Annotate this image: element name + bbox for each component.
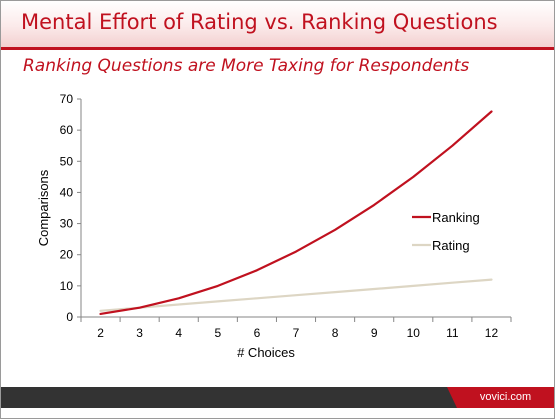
legend-label-rating: Rating	[432, 238, 470, 253]
y-tick-label: 40	[60, 185, 74, 199]
x-tick-label: 4	[175, 326, 182, 340]
y-tick-label: 20	[60, 248, 74, 262]
y-tick-label: 30	[60, 217, 74, 231]
line-chart: 0 10 20 30 40 50 60 70 2 3 4 5 6 7 8 9 10 11 12 Ranking Rat…	[36, 92, 512, 360]
footer-brand: vovici.com	[447, 387, 554, 408]
y-tick-label: 10	[60, 279, 74, 293]
chart-legend: Ranking Rating	[412, 210, 480, 253]
y-tick-label: 50	[60, 154, 74, 168]
x-tick-label: 12	[485, 326, 499, 340]
x-tick-label: 6	[254, 326, 261, 340]
y-tick-label: 70	[60, 92, 74, 106]
title-rule	[1, 47, 554, 50]
y-axis-label: Comparisons	[36, 169, 51, 246]
y-tick-label: 60	[60, 123, 74, 137]
chart-series	[99, 110, 493, 315]
chart-axes: 0 10 20 30 40 50 60 70 2 3 4 5 6 7 8 9 10 11 12	[60, 92, 512, 340]
series-line-rating	[99, 278, 493, 312]
y-tick-label: 0	[66, 310, 73, 324]
x-tick-label: 7	[293, 326, 300, 340]
legend-label-ranking: Ranking	[432, 210, 480, 225]
footer-bar	[1, 387, 554, 408]
x-tick-label: 8	[332, 326, 339, 340]
title-band	[1, 1, 554, 47]
x-tick-label: 10	[407, 326, 421, 340]
x-tick-label: 5	[214, 326, 221, 340]
x-tick-label: 9	[371, 326, 378, 340]
x-tick-label: 2	[97, 326, 104, 340]
x-tick-label: 3	[136, 326, 143, 340]
slide-subtitle: Ranking Questions are More Taxing for Re…	[23, 56, 470, 76]
slide-title: Mental Effort of Rating vs. Ranking Ques…	[21, 10, 498, 34]
x-axis-label: # Choices	[237, 345, 295, 360]
series-line-ranking	[99, 110, 493, 315]
x-tick-label: 11	[446, 326, 459, 340]
